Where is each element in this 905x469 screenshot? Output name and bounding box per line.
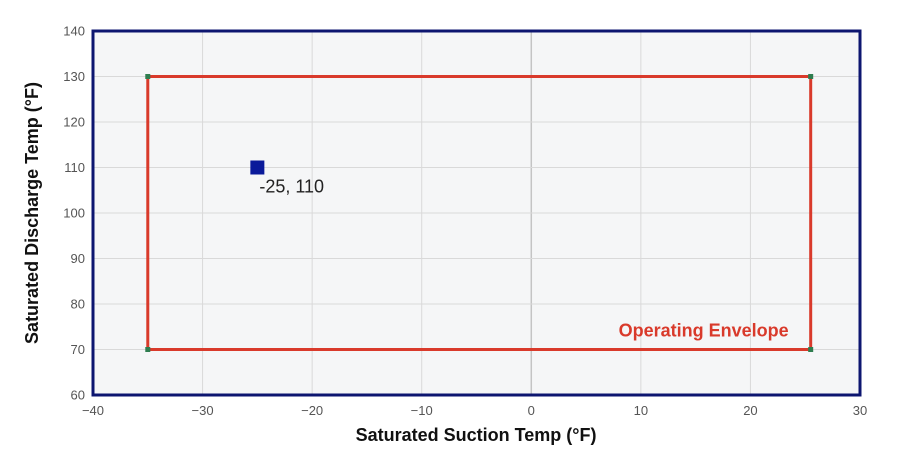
x-axis-title: Saturated Suction Temp (°F) (356, 425, 597, 445)
y-tick-label: 60 (71, 388, 85, 403)
x-tick-label: 0 (528, 403, 535, 418)
y-tick-label: 100 (63, 206, 85, 221)
x-tick-label: 10 (634, 403, 648, 418)
point-layer: -25, 110 (250, 160, 324, 197)
y-tick-label: 70 (71, 342, 85, 357)
data-point (250, 160, 265, 175)
y-tick-label: 130 (63, 69, 85, 84)
y-tick-label: 90 (71, 251, 85, 266)
y-tick-label: 80 (71, 297, 85, 312)
envelope-vertex (808, 74, 814, 79)
y-axis-ticks: 60 70 80 90 100 110 120 130 140 (63, 24, 85, 403)
envelope-vertex (145, 347, 151, 352)
x-tick-label: −20 (301, 403, 323, 418)
envelope-layer: Operating Envelope (145, 74, 814, 352)
envelope-vertex (145, 74, 151, 79)
y-tick-label: 120 (63, 115, 85, 130)
x-axis-ticks: −40 −30 −20 −10 0 10 20 30 (82, 403, 867, 418)
x-tick-label: −40 (82, 403, 104, 418)
x-tick-label: 30 (853, 403, 867, 418)
y-tick-label: 140 (63, 24, 85, 39)
data-point-label: -25, 110 (259, 177, 324, 197)
x-tick-label: −30 (192, 403, 214, 418)
x-tick-label: 20 (743, 403, 757, 418)
envelope-label: Operating Envelope (619, 321, 789, 341)
plot-border (91, 29, 862, 397)
envelope-vertex (808, 347, 814, 352)
y-tick-label: 110 (64, 160, 85, 175)
x-tick-label: −10 (411, 403, 433, 418)
y-axis-title: Saturated Discharge Temp (°F) (22, 82, 42, 344)
